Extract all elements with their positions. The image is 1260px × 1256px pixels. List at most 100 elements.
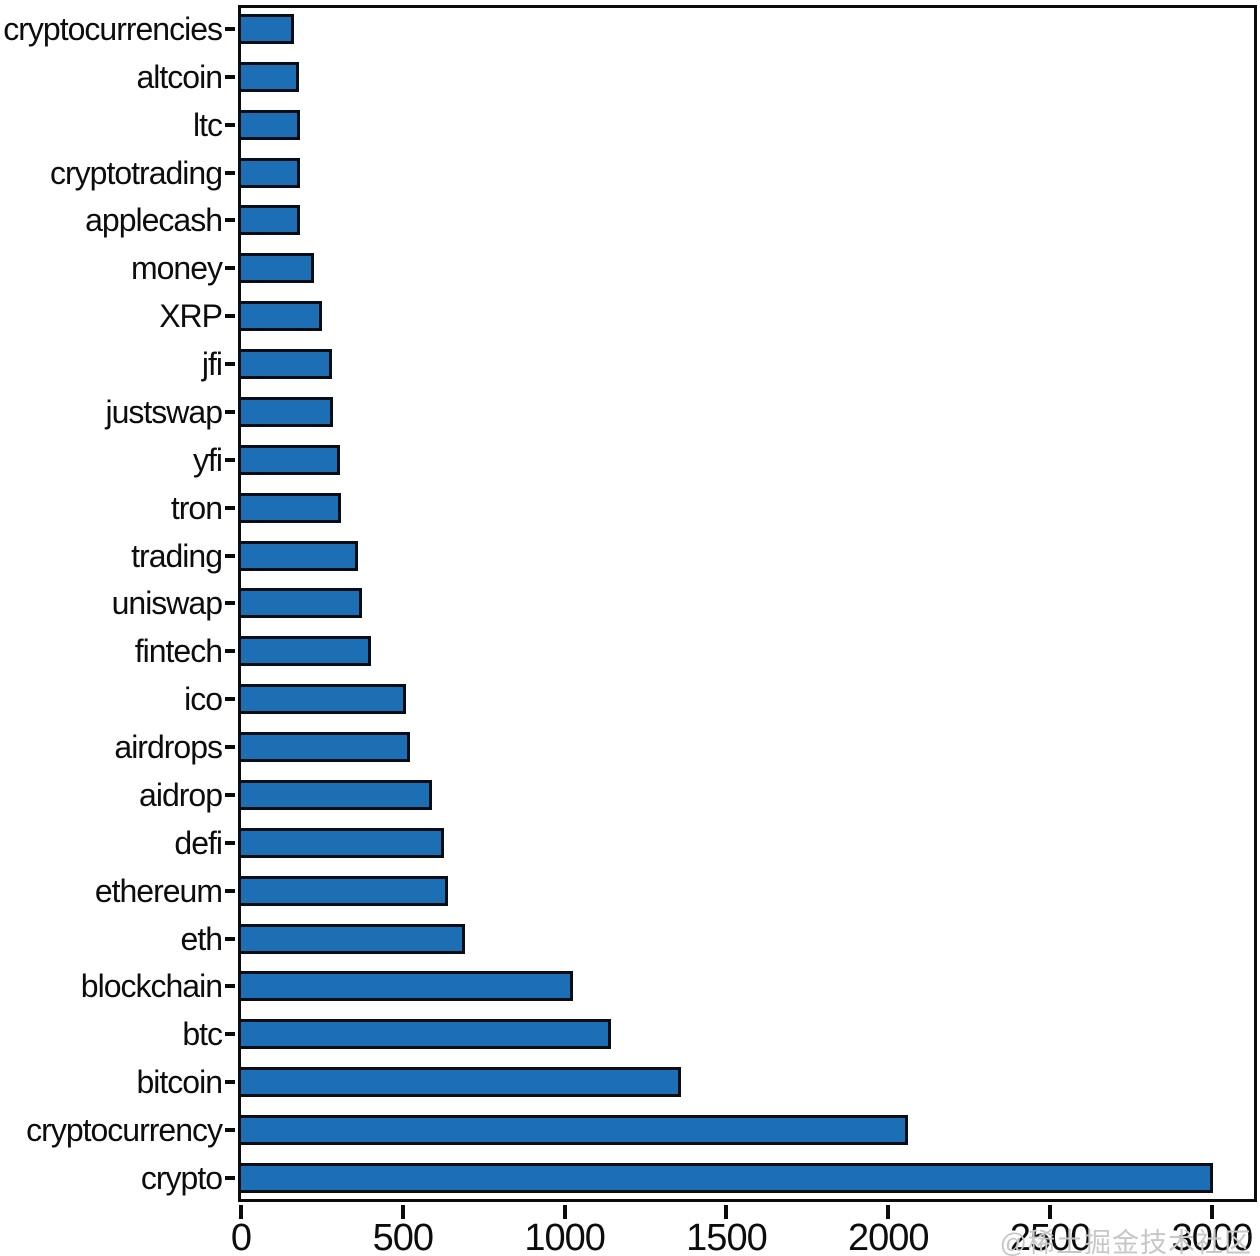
bar-track (238, 1154, 1254, 1202)
category-label: money (130, 250, 223, 287)
bar (238, 684, 407, 715)
y-tick-mark (225, 1128, 235, 1133)
bar-row: XRP (0, 292, 1257, 340)
bar (238, 396, 333, 427)
category-label: defi (174, 824, 223, 861)
x-tick-mark (886, 1205, 891, 1219)
watermark: @稀土掘金技术社区 (999, 1228, 1252, 1256)
y-tick-mark (225, 649, 235, 654)
y-tick-mark (225, 26, 235, 31)
category-label: crypto (140, 1159, 223, 1196)
bar (238, 588, 363, 619)
bar (238, 109, 300, 140)
bar (238, 13, 295, 44)
bar-track (238, 963, 1254, 1011)
bar (238, 1162, 1213, 1193)
bar-row: applecash (0, 197, 1257, 245)
bar-track (238, 675, 1254, 723)
category-label: aidrop (139, 776, 223, 813)
category-label: yfi (193, 441, 223, 478)
y-tick-mark (225, 792, 235, 797)
bar-row: fintech (0, 627, 1257, 675)
bar-row: ethereum (0, 867, 1257, 915)
bar-track (238, 101, 1254, 149)
bar-track (238, 580, 1254, 628)
category-label: fintech (134, 633, 223, 670)
bar (238, 1067, 681, 1098)
bar-row: yfi (0, 436, 1257, 484)
bar-row: jfi (0, 340, 1257, 388)
bar-row: crypto (0, 1154, 1257, 1202)
bar (238, 779, 433, 810)
y-tick-mark (225, 122, 235, 127)
y-tick-mark (225, 314, 235, 319)
bar-row: cryptotrading (0, 149, 1257, 197)
category-label: btc (182, 1016, 223, 1053)
category-label: trading (131, 537, 223, 574)
y-tick-mark (225, 362, 235, 367)
bar-track (238, 436, 1254, 484)
bar (238, 492, 342, 523)
bar (238, 923, 465, 954)
bar (238, 301, 322, 332)
category-label: ico (184, 681, 223, 718)
x-tick-label: 0 (230, 1217, 252, 1256)
bar (238, 636, 371, 667)
bar-row: trading (0, 532, 1257, 580)
bar-row: justswap (0, 388, 1257, 436)
bar-row: btc (0, 1010, 1257, 1058)
y-tick-mark (225, 1080, 235, 1085)
bar-row: money (0, 244, 1257, 292)
y-tick-mark (225, 505, 235, 510)
category-label: eth (180, 920, 223, 957)
category-label: ltc (193, 106, 223, 143)
y-tick-mark (225, 984, 235, 989)
y-tick-mark (225, 409, 235, 414)
bar-track (238, 53, 1254, 101)
category-label: altcoin (136, 58, 224, 95)
category-label: cryptocurrency (26, 1112, 223, 1149)
bar-track (238, 723, 1254, 771)
x-tick-mark (1209, 1205, 1214, 1219)
x-tick-label: 1000 (524, 1217, 606, 1256)
bar-track (238, 149, 1254, 197)
category-label: blockchain (80, 968, 223, 1005)
category-label: cryptotrading (50, 154, 223, 191)
bar-track (238, 292, 1254, 340)
x-tick-mark (724, 1205, 729, 1219)
category-label: jfi (201, 346, 223, 383)
y-tick-mark (225, 1175, 235, 1180)
bar (238, 875, 449, 906)
bar-track (238, 484, 1254, 532)
bar-row: defi (0, 819, 1257, 867)
x-tick-label: 2000 (848, 1217, 930, 1256)
category-label: applecash (85, 202, 223, 239)
y-tick-mark (225, 266, 235, 271)
bar (238, 349, 333, 380)
y-tick-mark (225, 553, 235, 558)
bar-track (238, 197, 1254, 245)
bar-row: uniswap (0, 580, 1257, 628)
y-tick-mark (225, 697, 235, 702)
bar (238, 253, 314, 284)
bar-row: ico (0, 675, 1257, 723)
y-tick-mark (225, 1032, 235, 1037)
bar-track (238, 340, 1254, 388)
bar-row: ltc (0, 101, 1257, 149)
bar (238, 827, 444, 858)
bar-row: airdrops (0, 723, 1257, 771)
bar-row: bitcoin (0, 1058, 1257, 1106)
category-label: justswap (105, 393, 224, 430)
bar (238, 205, 301, 236)
x-tick-mark (1048, 1205, 1053, 1219)
bar-track (238, 244, 1254, 292)
category-label: bitcoin (136, 1064, 224, 1101)
y-tick-mark (225, 745, 235, 750)
category-label: XRP (159, 298, 223, 335)
bar (238, 61, 300, 92)
bar-track (238, 819, 1254, 867)
x-tick-mark (562, 1205, 567, 1219)
bar (238, 732, 410, 763)
category-label: uniswap (111, 585, 223, 622)
